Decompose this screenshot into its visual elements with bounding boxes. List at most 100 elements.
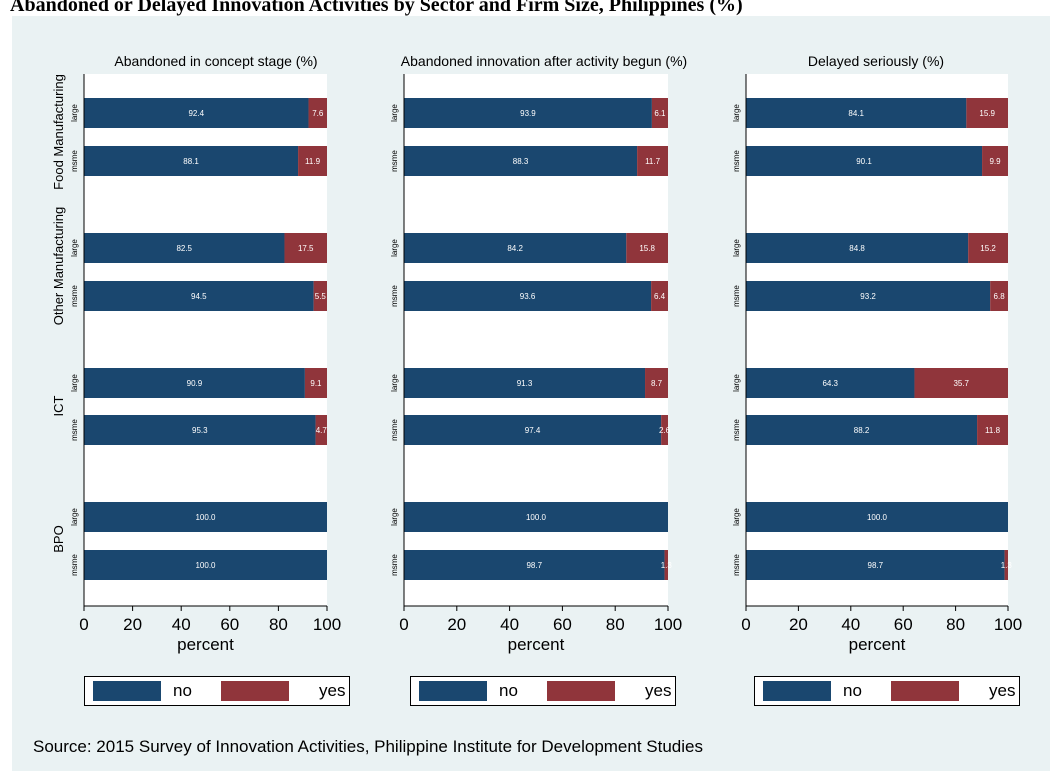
bar-yes: [651, 281, 668, 311]
bar-label-yes: 15.9: [979, 109, 995, 118]
bar-yes: [651, 98, 668, 128]
x-tick-label: 0: [399, 615, 408, 634]
row-label: msme: [70, 150, 79, 172]
panel-title: Abandoned innovation after activity begu…: [401, 53, 687, 69]
x-tick-label: 80: [269, 615, 288, 634]
bar-no: [84, 368, 305, 398]
row-label: large: [70, 508, 79, 526]
bar-yes: [298, 146, 327, 176]
bar-label-no: 88.3: [513, 157, 529, 166]
bar-label-no: 64.3: [822, 379, 838, 388]
bar-label-no: 84.8: [849, 244, 865, 253]
row-label: large: [390, 508, 399, 526]
bar-yes: [308, 98, 327, 128]
row-label: msme: [732, 285, 741, 307]
row-label: large: [390, 374, 399, 392]
bar-label-no: 88.2: [854, 426, 870, 435]
bar-label-yes: 4.7: [316, 426, 328, 435]
bar-label-no: 100.0: [526, 513, 547, 522]
group-label: ICT: [51, 395, 66, 416]
legend-label-yes: yes: [319, 681, 346, 700]
bar-no: [404, 368, 646, 398]
bar-yes: [982, 146, 1008, 176]
x-tick-label: 100: [994, 615, 1022, 634]
row-label: msme: [732, 150, 741, 172]
bar-no: [84, 281, 314, 311]
x-tick-label: 80: [606, 615, 625, 634]
bar-label-no: 94.5: [191, 292, 207, 301]
bar-yes: [304, 368, 327, 398]
bar-no: [746, 146, 983, 176]
legend-label-yes: yes: [645, 681, 672, 700]
bar-label-no: 90.1: [856, 157, 872, 166]
row-label: msme: [390, 150, 399, 172]
row-label: msme: [732, 419, 741, 441]
bar-label-yes: 9.1: [310, 379, 322, 388]
x-tick-label: 80: [946, 615, 965, 634]
bar-label-yes: 8.7: [651, 379, 663, 388]
bar-label-no: 97.4: [525, 426, 541, 435]
bar-yes: [661, 415, 668, 445]
bar-yes: [1004, 550, 1008, 580]
bar-label-no: 91.3: [517, 379, 533, 388]
bar-no: [746, 233, 969, 263]
bar-yes: [315, 415, 327, 445]
bar-yes: [664, 550, 668, 580]
bar-label-yes: 6.8: [994, 292, 1006, 301]
bar-yes: [990, 281, 1008, 311]
bar-label-yes: 2.6: [659, 426, 671, 435]
bar-label-yes: 9.9: [989, 157, 1001, 166]
legend-label-no: no: [499, 681, 518, 700]
bar-label-yes: 6.1: [654, 109, 666, 118]
bar-label-yes: 15.8: [639, 244, 655, 253]
bar-label-no: 93.9: [520, 109, 536, 118]
x-tick-label: 0: [79, 615, 88, 634]
row-label: msme: [390, 554, 399, 576]
bar-yes: [626, 233, 668, 263]
row-label: msme: [390, 285, 399, 307]
legend-swatch-yes: [891, 681, 959, 701]
bar-label-yes: 35.7: [953, 379, 969, 388]
row-label: large: [70, 239, 79, 257]
bar-no: [404, 502, 668, 532]
bar-label-yes: 7.6: [312, 109, 324, 118]
bar-label-yes: 11.7: [645, 157, 661, 166]
legend-panel-1: no yes: [84, 676, 350, 706]
x-tick-label: 0: [741, 615, 750, 634]
page-title: Abandoned or Delayed Innovation Activiti…: [10, 0, 743, 16]
bar-no: [84, 415, 316, 445]
bar-label-no: 92.4: [188, 109, 204, 118]
x-tick-label: 60: [220, 615, 239, 634]
legend-swatch-no: [93, 681, 161, 701]
bar-no: [84, 502, 327, 532]
bar-no: [84, 550, 327, 580]
row-label: large: [390, 104, 399, 122]
bar-no: [404, 233, 627, 263]
bar-no: [84, 146, 299, 176]
bar-label-no: 93.6: [520, 292, 536, 301]
row-label: large: [732, 104, 741, 122]
bar-no: [404, 415, 662, 445]
bar-label-yes: 1.3: [1001, 561, 1013, 570]
x-tick-label: 100: [313, 615, 341, 634]
bar-label-no: 93.2: [860, 292, 876, 301]
legend-swatch-no: [763, 681, 831, 701]
x-tick-label: 60: [553, 615, 572, 634]
row-label: large: [732, 239, 741, 257]
legend-swatch-no: [419, 681, 487, 701]
bar-label-yes: 17.5: [298, 244, 314, 253]
bar-label-no: 84.1: [848, 109, 864, 118]
bar-label-no: 98.7: [526, 561, 542, 570]
legend-swatch-yes: [221, 681, 289, 701]
source-note: Source: 2015 Survey of Innovation Activi…: [33, 737, 703, 756]
group-label: BPO: [51, 525, 66, 552]
x-axis-label: percent: [177, 635, 234, 654]
bar-no: [404, 281, 652, 311]
row-label: large: [390, 239, 399, 257]
bar-label-no: 90.9: [187, 379, 203, 388]
row-label: large: [732, 374, 741, 392]
legend-panel-2: no yes: [410, 676, 676, 706]
legend-panel-3: no yes: [754, 676, 1020, 706]
legend-swatch-yes: [547, 681, 615, 701]
legend-label-no: no: [173, 681, 192, 700]
